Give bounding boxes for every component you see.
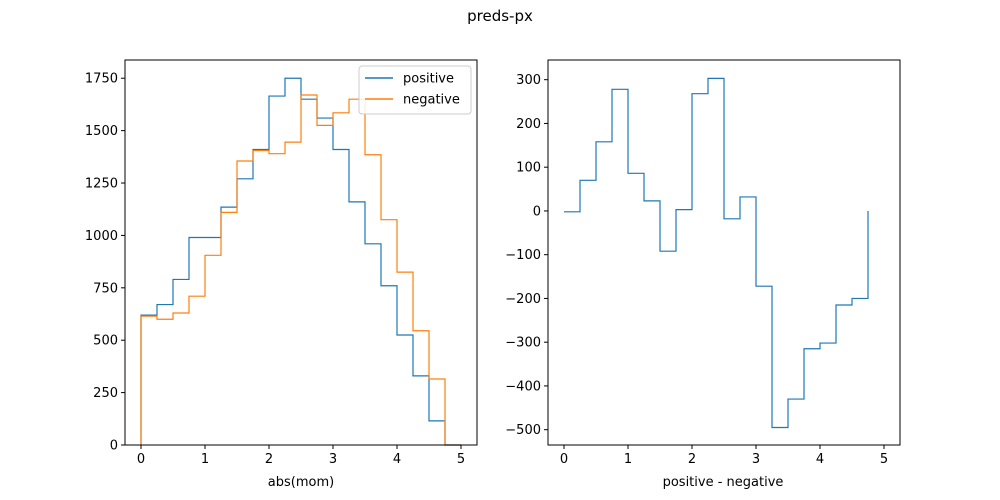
left-y-tick-label: 0 (110, 439, 118, 454)
left-x-axis-label: abs(mom) (268, 475, 334, 490)
right-y-tick-label: −400 (505, 379, 541, 394)
right-y-tick-label: −200 (505, 292, 541, 307)
right-series-positive-negative-line (564, 77, 869, 429)
figure-title: preds-px (467, 7, 533, 25)
right-x-axis-label: positive - negative (663, 475, 784, 490)
left-x-tick-label: 3 (329, 452, 337, 467)
left-y-tick-label: 1000 (85, 229, 118, 244)
right-axes-frame (547, 59, 901, 446)
right-x-tick-label: 5 (880, 452, 888, 467)
left-series-negative-line (140, 94, 461, 446)
left-y-tick-label: 1500 (85, 124, 118, 139)
left-chart-panel: 0 1 2 3 4 5 0 250 500 750 1000 1250 1500 1750 positive… (85, 59, 478, 467)
right-y-tick-label: 100 (516, 161, 541, 176)
right-y-tick-label: −500 (505, 423, 541, 438)
left-y-tick-label: 250 (93, 386, 118, 401)
left-legend: positive negative (358, 65, 472, 115)
right-x-tick-label: 1 (624, 452, 632, 467)
right-y-tick-label: −300 (505, 336, 541, 351)
left-axes-frame (124, 59, 478, 446)
right-y-tick-label: 200 (516, 117, 541, 132)
right-x-tick-label: 4 (816, 452, 824, 467)
legend-label-positive: positive (403, 72, 454, 87)
left-x-tick-label: 1 (201, 452, 209, 467)
left-x-tick-label: 5 (457, 452, 465, 467)
right-x-tick-label: 3 (752, 452, 760, 467)
left-y-tick-label: 750 (93, 281, 118, 296)
left-series-positive-line (140, 77, 461, 446)
right-y-tick-label: −100 (505, 248, 541, 263)
left-x-tick-label: 4 (393, 452, 401, 467)
right-y-tick-label: 300 (516, 73, 541, 88)
left-y-tick-label: 500 (93, 334, 118, 349)
right-y-tick-label: 0 (533, 204, 541, 219)
right-x-tick-label: 0 (560, 452, 568, 467)
left-x-tick-label: 0 (137, 452, 145, 467)
right-chart-panel: 0 1 2 3 4 5 −500 −400 −300 −200 −100 0 100 200 300 (505, 59, 901, 467)
left-x-tick-label: 2 (265, 452, 273, 467)
left-y-tick-label: 1250 (85, 177, 118, 192)
left-y-tick-label: 1750 (85, 72, 118, 87)
right-x-tick-label: 2 (688, 452, 696, 467)
legend-label-negative: negative (403, 93, 460, 108)
